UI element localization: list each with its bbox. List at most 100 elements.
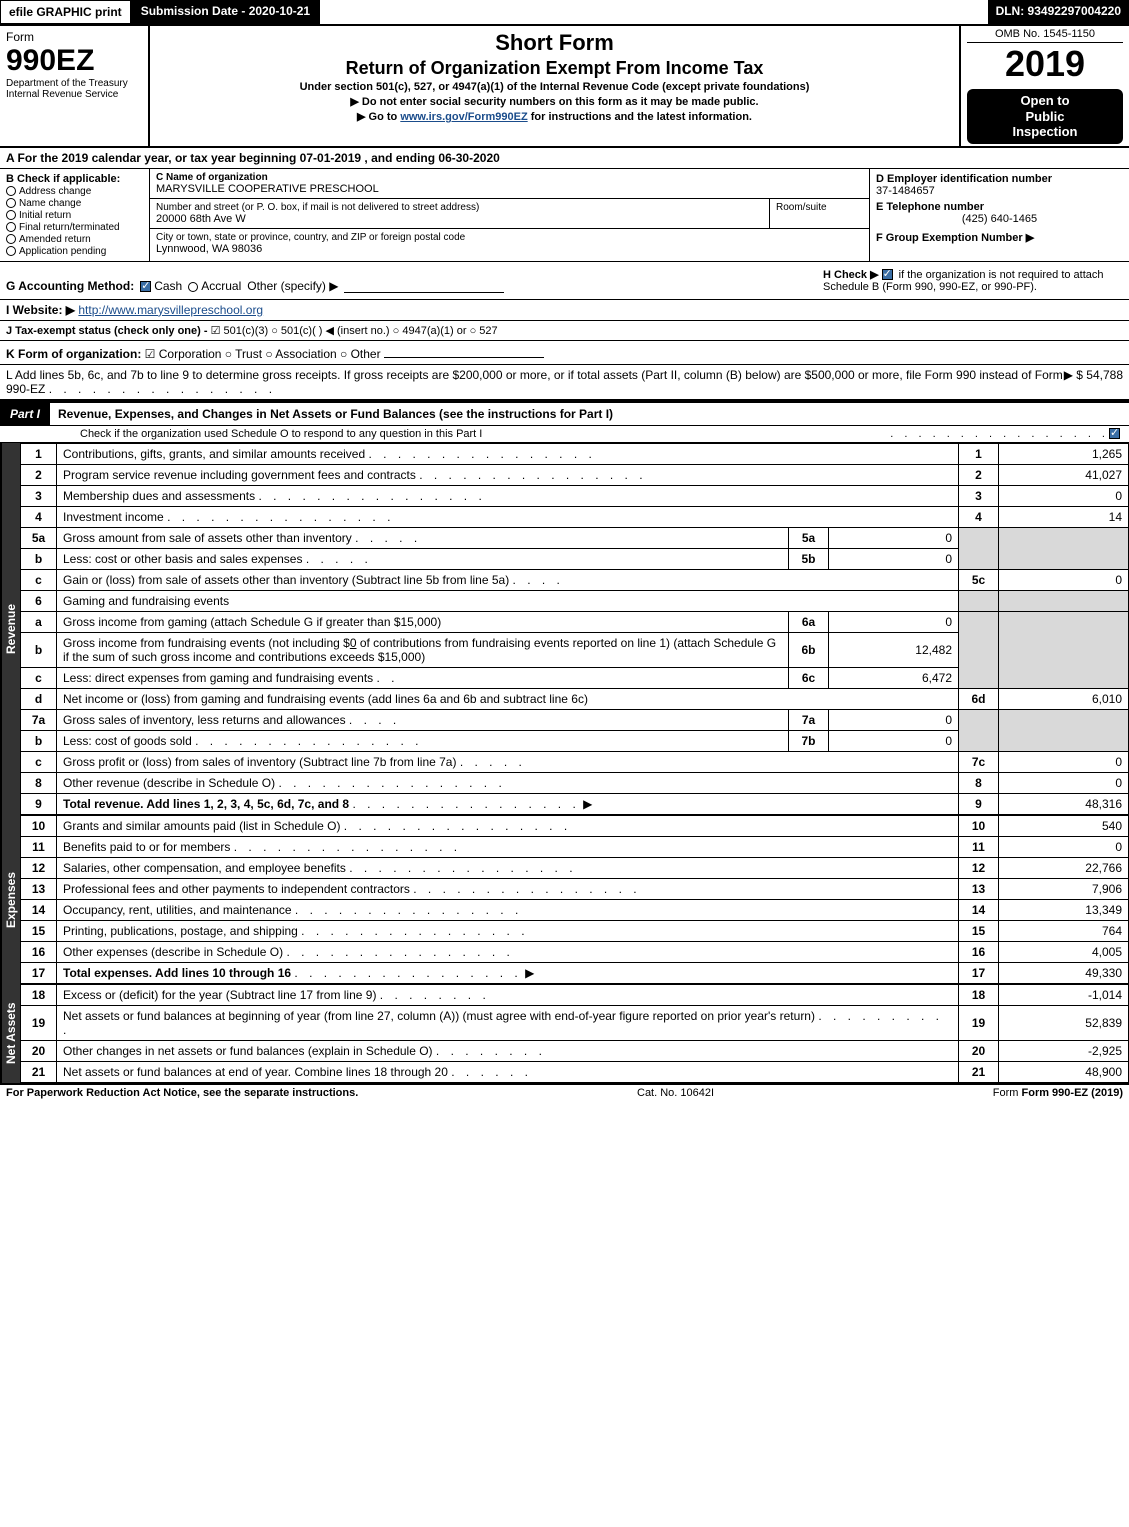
table-row: 2Program service revenue including gover… [21,464,1129,485]
title-return: Return of Organization Exempt From Incom… [156,58,953,79]
line-i: I Website: ▶ http://www.marysvillepresch… [0,300,1129,321]
b-item[interactable]: Address change [6,185,143,197]
table-row: 5aGross amount from sale of assets other… [21,527,1129,548]
k-other-input[interactable] [384,344,544,358]
b-address-change: Address change [19,186,91,197]
part1-tab: Part I [0,403,50,425]
dept-label: Department of the Treasury [6,78,142,89]
city: Lynnwood, WA 98036 [156,243,863,255]
irs-label: Internal Revenue Service [6,89,142,100]
org-name: MARYSVILLE COOPERATIVE PRESCHOOL [156,183,863,195]
goto-pre: ▶ Go to [357,111,400,123]
ssn-warning: ▶ Do not enter social security numbers o… [156,95,953,108]
form-header: Form 990EZ Department of the Treasury In… [0,26,1129,148]
phone: (425) 640-1465 [876,213,1123,225]
h-checkbox[interactable] [882,269,893,280]
website-link[interactable]: http://www.marysvillepreschool.org [78,303,263,317]
b-item[interactable]: Initial return [6,209,143,221]
b-item[interactable]: Name change [6,197,143,209]
b-name-change: Name change [19,198,81,209]
j-opts[interactable]: ☑ 501(c)(3) ○ 501(c)( ) ◀ (insert no.) ○… [211,325,498,337]
e-label: E Telephone number [876,201,1123,213]
g-other[interactable]: Other (specify) ▶ [247,279,338,293]
netassets-tab: Net Assets [0,984,20,1083]
meta-block: A For the 2019 calendar year, or tax yea… [0,148,1129,401]
part1-check-text: Check if the organization used Schedule … [80,428,890,440]
line-l: L Add lines 5b, 6c, and 7b to line 9 to … [0,365,1129,399]
table-row: 20Other changes in net assets or fund ba… [21,1040,1129,1061]
submission-date: Submission Date - 2020-10-21 [131,0,320,24]
sub-amount: 0 [829,548,959,569]
line-a: A For the 2019 calendar year, or tax yea… [0,148,1129,169]
table-row: 18Excess or (deficit) for the year (Subt… [21,984,1129,1005]
form-number: 990EZ [6,44,142,78]
netassets-table: 18Excess or (deficit) for the year (Subt… [20,984,1129,1083]
col-c: C Name of organization MARYSVILLE COOPER… [150,169,869,261]
sub-amount: 6,472 [829,667,959,688]
col-b: B Check if applicable: Address change Na… [0,169,150,261]
c-addr-label: Number and street (or P. O. box, if mail… [156,202,763,213]
f-label: F Group Exemption Number ▶ [876,231,1123,244]
table-row: 15Printing, publications, postage, and s… [21,920,1129,941]
table-row: 8Other revenue (describe in Schedule O) … [21,772,1129,793]
efile-button[interactable]: efile GRAPHIC print [0,0,131,24]
expenses-tab: Expenses [0,815,20,984]
amount: 14 [999,506,1129,527]
amount: 764 [999,920,1129,941]
amount: 48,900 [999,1061,1129,1082]
g-cash[interactable]: Cash [140,279,182,293]
table-row: 12Salaries, other compensation, and empl… [21,857,1129,878]
k-opts[interactable]: ☑ Corporation ○ Trust ○ Association ○ Ot… [145,347,381,361]
goto-post: for instructions and the latest informat… [531,111,752,123]
title-short-form: Short Form [156,30,953,56]
irs-link[interactable]: www.irs.gov/Form990EZ [400,111,527,123]
table-row: cGain or (loss) from sale of assets othe… [21,569,1129,590]
g-label: G Accounting Method: [6,279,134,293]
netassets-section: Net Assets 18Excess or (deficit) for the… [0,984,1129,1083]
title-cell: Short Form Return of Organization Exempt… [150,26,959,146]
j-label: J Tax-exempt status (check only one) - [6,325,208,337]
revenue-section: Revenue 1Contributions, gifts, grants, a… [0,443,1129,815]
amount: 49,330 [999,962,1129,983]
sub-amount: 12,482 [829,632,959,667]
part1-checkbox[interactable] [1109,428,1120,439]
form-label: Form [6,30,142,44]
b-item[interactable]: Amended return [6,233,143,245]
table-row: 7aGross sales of inventory, less returns… [21,709,1129,730]
revenue-tab: Revenue [0,443,20,815]
b-final: Final return/terminated [19,222,120,233]
b-item[interactable]: Final return/terminated [6,221,143,233]
i-label: I Website: ▶ [6,303,75,317]
amount: 4,005 [999,941,1129,962]
table-row: 9Total revenue. Add lines 1, 2, 3, 4, 5c… [21,793,1129,814]
table-row: 19Net assets or fund balances at beginni… [21,1005,1129,1040]
inspect-line2: Public [971,109,1119,125]
part1-desc: Revenue, Expenses, and Changes in Net As… [50,404,1129,424]
ein: 37-1484657 [876,185,1123,197]
part1-check: Check if the organization used Schedule … [0,426,1129,443]
revenue-table: 1Contributions, gifts, grants, and simil… [20,443,1129,815]
amount: 0 [999,569,1129,590]
b-label: B Check if applicable: [6,173,143,185]
g-other-input[interactable] [344,279,504,293]
l-text: L Add lines 5b, 6c, and 7b to line 9 to … [6,368,1064,396]
amount: 1,265 [999,443,1129,464]
g-accrual[interactable]: Accrual [188,279,241,293]
col-d: D Employer identification number 37-1484… [869,169,1129,261]
meta-grid: B Check if applicable: Address change Na… [0,169,1129,262]
open-to-public: Open to Public Inspection [967,89,1123,144]
line-k: K Form of organization: ☑ Corporation ○ … [0,341,1129,365]
amount: 0 [999,836,1129,857]
b-item[interactable]: Application pending [6,245,143,257]
table-row: 16Other expenses (describe in Schedule O… [21,941,1129,962]
table-row: 17Total expenses. Add lines 10 through 1… [21,962,1129,983]
l-amount: ▶ $ 54,788 [1064,368,1123,396]
b-pending: Application pending [19,246,106,257]
table-row: dNet income or (loss) from gaming and fu… [21,688,1129,709]
amount: 6,010 [999,688,1129,709]
top-bar: efile GRAPHIC print Submission Date - 20… [0,0,1129,26]
street: 20000 68th Ave W [156,213,763,225]
footer-left: For Paperwork Reduction Act Notice, see … [6,1087,358,1099]
footer: For Paperwork Reduction Act Notice, see … [0,1083,1129,1101]
amount: 22,766 [999,857,1129,878]
